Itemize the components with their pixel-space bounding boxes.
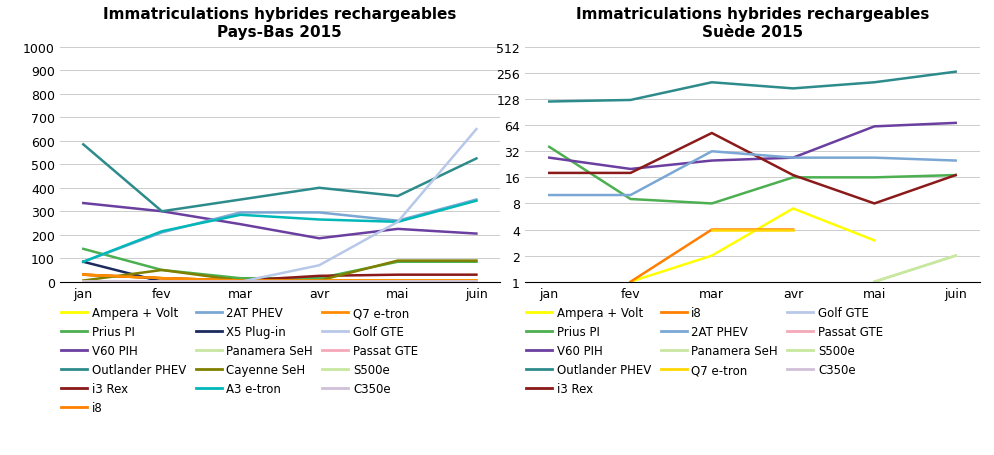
- Legend: Ampera + Volt, Prius PI, V60 PIH, Outlander PHEV, i3 Rex, i8, 2AT PHEV, X5 Plug-: Ampera + Volt, Prius PI, V60 PIH, Outlan…: [62, 307, 417, 414]
- Legend: Ampera + Volt, Prius PI, V60 PIH, Outlander PHEV, i3 Rex, i8, 2AT PHEV, Panamera: Ampera + Volt, Prius PI, V60 PIH, Outlan…: [526, 307, 883, 395]
- Title: Immatriculations hybrides rechargeables
Pays-Bas 2015: Immatriculations hybrides rechargeables …: [103, 7, 456, 40]
- Title: Immatriculations hybrides rechargeables
Suède 2015: Immatriculations hybrides rechargeables …: [576, 7, 928, 40]
